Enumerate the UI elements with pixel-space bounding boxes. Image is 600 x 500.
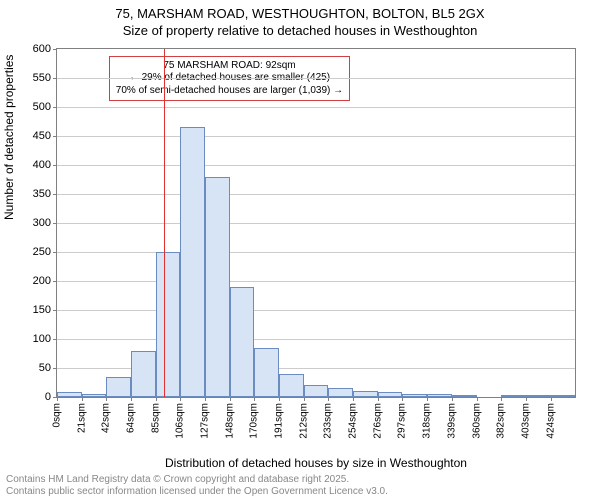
- xtick-mark: [131, 397, 132, 401]
- xtick-mark: [156, 397, 157, 401]
- ytick-label: 0: [21, 391, 57, 403]
- annotation-line3: 70% of semi-detached houses are larger (…: [116, 85, 343, 98]
- xtick-label: 318sqm: [422, 403, 433, 439]
- gridline: [57, 310, 575, 311]
- xtick-label: 42sqm: [101, 403, 112, 433]
- histogram-bar: [402, 394, 427, 397]
- xtick-mark: [551, 397, 552, 401]
- xtick-label: 127sqm: [200, 403, 211, 439]
- ytick-label: 600: [21, 43, 57, 55]
- xtick-mark: [230, 397, 231, 401]
- footer-text: Contains HM Land Registry data © Crown c…: [6, 474, 388, 498]
- xtick-label: 148sqm: [224, 403, 235, 439]
- xtick-mark: [82, 397, 83, 401]
- gridline: [57, 78, 575, 79]
- gridline: [57, 136, 575, 137]
- xtick-mark: [477, 397, 478, 401]
- ytick-label: 250: [21, 246, 57, 258]
- annotation-line1: 75 MARSHAM ROAD: 92sqm: [116, 60, 343, 73]
- histogram-bar: [106, 377, 131, 397]
- xtick-mark: [180, 397, 181, 401]
- xtick-mark: [106, 397, 107, 401]
- histogram-bar: [452, 395, 477, 397]
- ytick-label: 450: [21, 130, 57, 142]
- xtick-mark: [526, 397, 527, 401]
- ytick-label: 50: [21, 362, 57, 374]
- ytick-label: 400: [21, 159, 57, 171]
- xtick-label: 254sqm: [348, 403, 359, 439]
- xtick-label: 424sqm: [545, 403, 556, 439]
- chart-container: 75, MARSHAM ROAD, WESTHOUGHTON, BOLTON, …: [0, 0, 600, 500]
- xtick-mark: [254, 397, 255, 401]
- ytick-label: 500: [21, 101, 57, 113]
- xtick-label: 170sqm: [249, 403, 260, 439]
- ytick-label: 300: [21, 217, 57, 229]
- footer-line1: Contains HM Land Registry data © Crown c…: [6, 474, 388, 486]
- histogram-bar: [353, 391, 378, 397]
- gridline: [57, 107, 575, 108]
- xtick-mark: [304, 397, 305, 401]
- histogram-bar: [328, 388, 353, 397]
- histogram-bar: [279, 374, 304, 397]
- xtick-mark: [57, 397, 58, 401]
- xtick-label: 297sqm: [397, 403, 408, 439]
- histogram-bar: [180, 127, 205, 397]
- histogram-bar: [156, 252, 181, 397]
- xtick-mark: [427, 397, 428, 401]
- chart-title-line1: 75, MARSHAM ROAD, WESTHOUGHTON, BOLTON, …: [0, 0, 600, 21]
- xtick-label: 382sqm: [496, 403, 507, 439]
- histogram-bar: [501, 395, 526, 397]
- histogram-bar: [304, 385, 329, 397]
- xtick-mark: [205, 397, 206, 401]
- histogram-bar: [254, 348, 279, 397]
- histogram-bar: [82, 394, 107, 397]
- reference-line: [164, 49, 165, 397]
- xtick-label: 403sqm: [520, 403, 531, 439]
- xtick-mark: [328, 397, 329, 401]
- xtick-label: 276sqm: [372, 403, 383, 439]
- xtick-label: 233sqm: [323, 403, 334, 439]
- xtick-mark: [378, 397, 379, 401]
- ytick-label: 200: [21, 275, 57, 287]
- chart-title-line2: Size of property relative to detached ho…: [0, 21, 600, 38]
- ytick-label: 350: [21, 188, 57, 200]
- gridline: [57, 165, 575, 166]
- gridline: [57, 194, 575, 195]
- ytick-label: 100: [21, 333, 57, 345]
- histogram-bar: [230, 287, 255, 397]
- xtick-label: 106sqm: [175, 403, 186, 439]
- footer-line2: Contains public sector information licen…: [6, 486, 388, 498]
- gridline: [57, 339, 575, 340]
- histogram-bar: [57, 392, 82, 397]
- ytick-label: 550: [21, 72, 57, 84]
- xtick-mark: [402, 397, 403, 401]
- histogram-bar: [526, 395, 551, 397]
- xtick-label: 360sqm: [471, 403, 482, 439]
- xtick-mark: [501, 397, 502, 401]
- xtick-mark: [279, 397, 280, 401]
- xtick-mark: [353, 397, 354, 401]
- xtick-label: 339sqm: [446, 403, 457, 439]
- histogram-bar: [551, 395, 576, 397]
- ytick-label: 150: [21, 304, 57, 316]
- xtick-label: 64sqm: [126, 403, 137, 433]
- plot-area: 75 MARSHAM ROAD: 92sqm ← 29% of detached…: [56, 48, 576, 398]
- xtick-label: 191sqm: [274, 403, 285, 439]
- histogram-bar: [205, 177, 230, 397]
- gridline: [57, 281, 575, 282]
- histogram-bar: [427, 394, 452, 397]
- xtick-label: 212sqm: [298, 403, 309, 439]
- xtick-label: 0sqm: [52, 403, 63, 427]
- histogram-bar: [378, 392, 403, 397]
- y-axis-label: Number of detached properties: [2, 55, 16, 220]
- gridline: [57, 223, 575, 224]
- histogram-bar: [131, 351, 156, 397]
- x-axis-label: Distribution of detached houses by size …: [56, 456, 576, 470]
- xtick-mark: [452, 397, 453, 401]
- gridline: [57, 252, 575, 253]
- xtick-label: 21sqm: [76, 403, 87, 433]
- xtick-label: 85sqm: [150, 403, 161, 433]
